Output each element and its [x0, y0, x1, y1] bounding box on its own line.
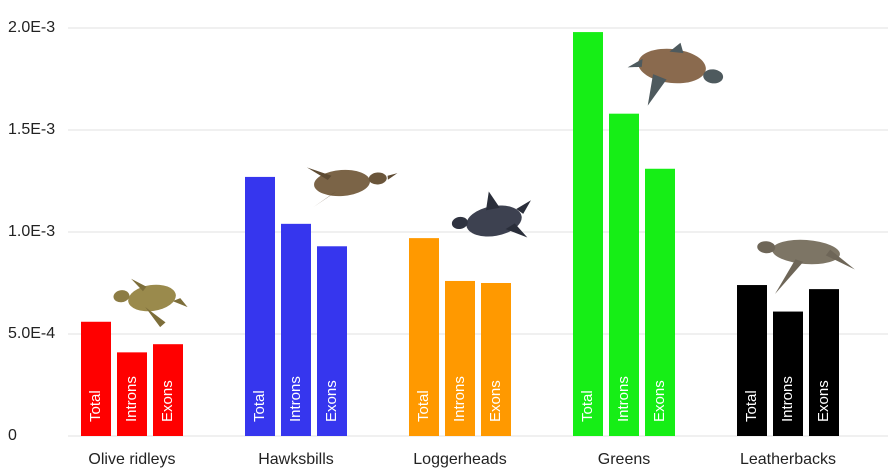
bar [645, 168, 675, 436]
bar [317, 246, 347, 436]
bar [481, 283, 511, 436]
x-tick-label: Hawksbills [258, 451, 334, 468]
bar-label: Introns [287, 376, 304, 422]
y-tick-label: 1.5E-3 [8, 121, 55, 138]
bar [81, 321, 111, 436]
bars: Olive ridleys Total Introns Exons Hawksbills… [81, 32, 839, 468]
bar [609, 113, 639, 437]
bar-label: Exons [651, 380, 668, 422]
bar [573, 32, 603, 437]
bar-label: Introns [451, 376, 468, 422]
bar [409, 238, 439, 436]
bar-label: Introns [615, 376, 632, 422]
x-tick-label: Leatherbacks [740, 451, 836, 468]
bar [809, 289, 839, 436]
bar-label: Total [415, 390, 432, 422]
y-tick-label: 5.0E-4 [8, 325, 55, 342]
bar-label: Total [251, 390, 268, 422]
bar [153, 344, 183, 436]
bar-label: Exons [487, 380, 504, 422]
y-tick-label: 2.0E-3 [8, 19, 55, 36]
bar [737, 285, 767, 436]
bar [445, 280, 475, 436]
bar-label: Introns [779, 376, 796, 422]
bar-label: Total [743, 390, 760, 422]
turtle-icon [113, 278, 188, 328]
bar-label: Total [579, 390, 596, 422]
bar-label: Exons [815, 380, 832, 422]
turtle-icon [627, 42, 724, 106]
bar-label: Total [87, 390, 104, 422]
turtle-icon [757, 239, 855, 294]
x-tick-label: Greens [598, 451, 650, 468]
turtle-illustrations [113, 42, 855, 328]
turtle-icon [451, 191, 531, 238]
bar-label: Exons [323, 380, 340, 422]
bar-label: Introns [123, 376, 140, 422]
bar [773, 311, 803, 436]
turtle-icon [306, 167, 398, 208]
bar [245, 176, 275, 437]
y-tick-label: 1.0E-3 [8, 223, 55, 240]
bar [117, 352, 147, 436]
bar-label: Exons [159, 380, 176, 422]
y-tick-label: 0 [8, 427, 17, 444]
x-tick-label: Loggerheads [413, 451, 506, 468]
bar [281, 223, 311, 436]
x-tick-label: Olive ridleys [88, 451, 175, 468]
